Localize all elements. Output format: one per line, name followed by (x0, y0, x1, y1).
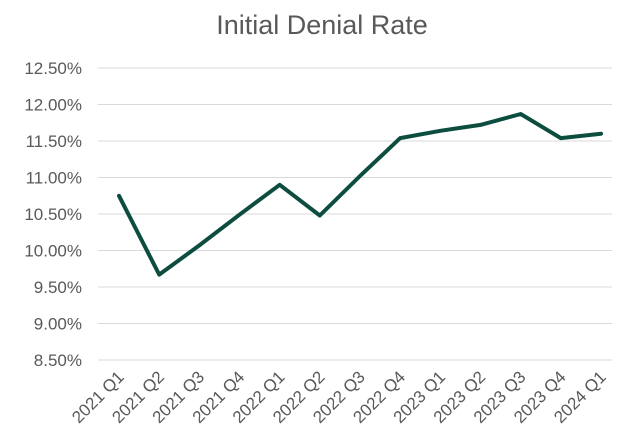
data-point (599, 132, 603, 136)
data-point (559, 136, 563, 140)
y-axis-tick-labels: 12.50% 12.00% 11.50% 11.00% 10.50% 10.00% 9.50… (24, 59, 82, 370)
y-tick-label: 8.50% (34, 351, 82, 370)
series-layer (117, 112, 603, 277)
y-tick-label: 10.50% (24, 205, 82, 224)
data-point (519, 112, 523, 116)
y-tick-label: 11.00% (26, 169, 82, 188)
gridlines (98, 67, 612, 361)
data-point (358, 174, 362, 178)
data-point (398, 136, 402, 140)
y-tick-label: 9.50% (34, 278, 82, 297)
y-tick-label: 12.50% (24, 59, 82, 78)
y-tick-label: 10.00% (24, 242, 82, 261)
chart-title: Initial Denial Rate (216, 10, 428, 40)
y-tick-label: 12.00% (24, 96, 82, 115)
data-point (278, 183, 282, 187)
y-tick-label: 11.50% (26, 132, 82, 151)
data-point (438, 129, 442, 133)
data-point (197, 243, 201, 247)
data-point (479, 123, 482, 127)
data-point (318, 213, 322, 217)
data-point (157, 273, 161, 277)
data-point (238, 213, 241, 217)
y-tick-label: 9.00% (34, 315, 82, 334)
data-point (117, 194, 121, 198)
